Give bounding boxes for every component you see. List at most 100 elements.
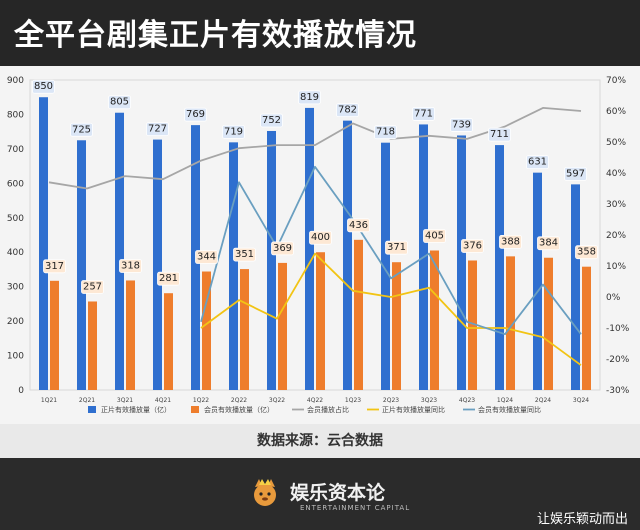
bar-member-4	[202, 271, 211, 390]
data-label-box-1-7	[309, 230, 332, 245]
bar-member-10	[430, 250, 439, 390]
data-label-total-9: 718	[376, 127, 395, 138]
data-label-total-0: 850	[34, 81, 53, 92]
line-series-1	[200, 252, 582, 366]
y2-tick-label-2: -10%	[606, 324, 630, 334]
data-label-box-1-1	[81, 280, 104, 294]
bar-total-7	[305, 107, 314, 391]
legend-swatch-1	[191, 406, 199, 413]
data-label-box-1-9	[385, 240, 408, 255]
data-label-member-2: 318	[121, 260, 140, 271]
bar-member-7	[316, 252, 325, 390]
bar-member-2	[126, 280, 135, 390]
y2-tick-label-10: 70%	[606, 76, 626, 86]
y2-tick-label-0: -30%	[606, 386, 630, 396]
data-label-total-2: 805	[110, 97, 129, 108]
data-label-box-0-3	[146, 122, 169, 136]
x-tick-label-13: 2Q24	[535, 397, 551, 404]
x-tick-label-1: 2Q21	[79, 397, 95, 404]
x-tick-label-6: 3Q22	[269, 397, 285, 404]
data-label-total-12: 711	[490, 129, 509, 140]
legend-label-4: 会员有效播放量同比	[478, 405, 541, 414]
x-tick-label-4: 1Q22	[193, 397, 209, 404]
data-label-box-1-8	[347, 218, 370, 233]
data-label-member-3: 281	[159, 273, 178, 284]
cat-mascot-icon	[254, 479, 276, 506]
data-label-member-4: 344	[197, 252, 216, 263]
watermark: 让娱乐颖动而出	[536, 512, 628, 527]
chart-card: 0 100 200 300 400 500 600 700 800 900 -30% -20% -10%…	[0, 66, 640, 458]
bar-line-chart: 0 100 200 300 400 500 600 700 800 900 -30% -20% -10%…	[7, 76, 630, 414]
data-label-box-1-10	[423, 229, 446, 243]
legend-label-3: 正片有效播放量同比	[382, 405, 445, 414]
data-label-box-0-4	[184, 107, 207, 122]
y2-tick-label-9: 60%	[606, 107, 626, 117]
bar-total-12	[495, 145, 504, 390]
title-bar: 全平台剧集正片有效播放情况	[0, 0, 640, 66]
page-title: 全平台剧集正片有效播放情况	[14, 18, 417, 53]
data-label-member-6: 369	[273, 243, 292, 254]
y-tick-label-4: 400	[7, 248, 24, 258]
data-label-total-4: 769	[186, 109, 205, 120]
x-tick-label-14: 3Q24	[573, 397, 589, 404]
y-tick-label-7: 700	[7, 145, 24, 155]
x-tick-label-11: 4Q23	[459, 397, 475, 404]
data-label-member-11: 376	[463, 240, 482, 251]
data-label-member-0: 317	[45, 261, 64, 272]
bar-total-9	[381, 142, 390, 390]
x-tick-label-0: 1Q21	[41, 397, 57, 404]
data-label-box-1-12	[499, 234, 522, 249]
data-label-box-0-1	[70, 122, 93, 137]
x-tick-label-5: 2Q22	[231, 397, 247, 404]
bar-total-1	[77, 140, 86, 390]
y2-tick-label-8: 50%	[606, 138, 626, 148]
y-tick-label-1: 100	[7, 352, 24, 362]
data-label-total-13: 631	[528, 157, 547, 168]
brand-name: 娱乐资本论	[290, 482, 386, 504]
data-label-member-13: 384	[539, 238, 558, 249]
bar-total-13	[533, 172, 542, 390]
data-label-box-0-14	[564, 166, 587, 181]
line-series-2	[200, 165, 582, 336]
data-label-box-0-12	[488, 127, 511, 142]
y2-tick-label-6: 30%	[606, 200, 626, 210]
bar-total-5	[229, 142, 238, 390]
data-label-box-0-0	[32, 79, 55, 94]
y2-tick-label-4: 10%	[606, 262, 626, 272]
data-label-member-12: 388	[501, 236, 520, 247]
bar-member-1	[88, 301, 97, 390]
data-label-box-0-9	[374, 125, 397, 140]
data-label-box-0-11	[450, 118, 473, 132]
data-label-box-1-14	[575, 245, 598, 260]
data-label-box-1-3	[157, 271, 180, 286]
legend-swatch-0	[88, 406, 96, 413]
y2-tick-label-1: -20%	[606, 355, 630, 365]
legend-label-0: 正片有效播放量（亿）	[101, 405, 171, 414]
data-label-member-10: 405	[425, 231, 444, 242]
data-label-box-1-6	[271, 241, 294, 256]
data-source: 数据来源：云合数据	[0, 424, 640, 458]
x-tick-label-7: 4Q22	[307, 397, 323, 404]
data-label-box-1-5	[233, 247, 256, 262]
data-label-member-9: 371	[387, 242, 406, 253]
data-label-total-5: 719	[224, 126, 243, 137]
data-label-total-7: 819	[300, 92, 319, 103]
x-tick-label-10: 3Q23	[421, 397, 437, 404]
y-tick-label-9: 900	[7, 76, 24, 86]
bar-total-8	[343, 120, 352, 390]
bar-member-11	[468, 260, 477, 390]
data-label-box-0-13	[526, 155, 549, 170]
x-tick-label-8: 1Q23	[345, 397, 361, 404]
brand-subtitle: ENTERTAINMENT CAPITAL	[300, 504, 411, 512]
data-label-total-8: 782	[338, 105, 357, 116]
y-tick-label-3: 300	[7, 283, 24, 293]
data-label-box-0-6	[260, 113, 283, 128]
data-label-box-1-11	[461, 239, 484, 253]
data-label-total-14: 597	[566, 168, 585, 179]
data-label-box-1-13	[537, 236, 560, 251]
data-label-box-0-10	[412, 107, 435, 121]
bar-total-3	[153, 139, 162, 390]
x-tick-label-9: 2Q23	[383, 397, 399, 404]
x-tick-label-3: 4Q21	[155, 397, 171, 404]
data-label-total-10: 771	[414, 108, 433, 119]
